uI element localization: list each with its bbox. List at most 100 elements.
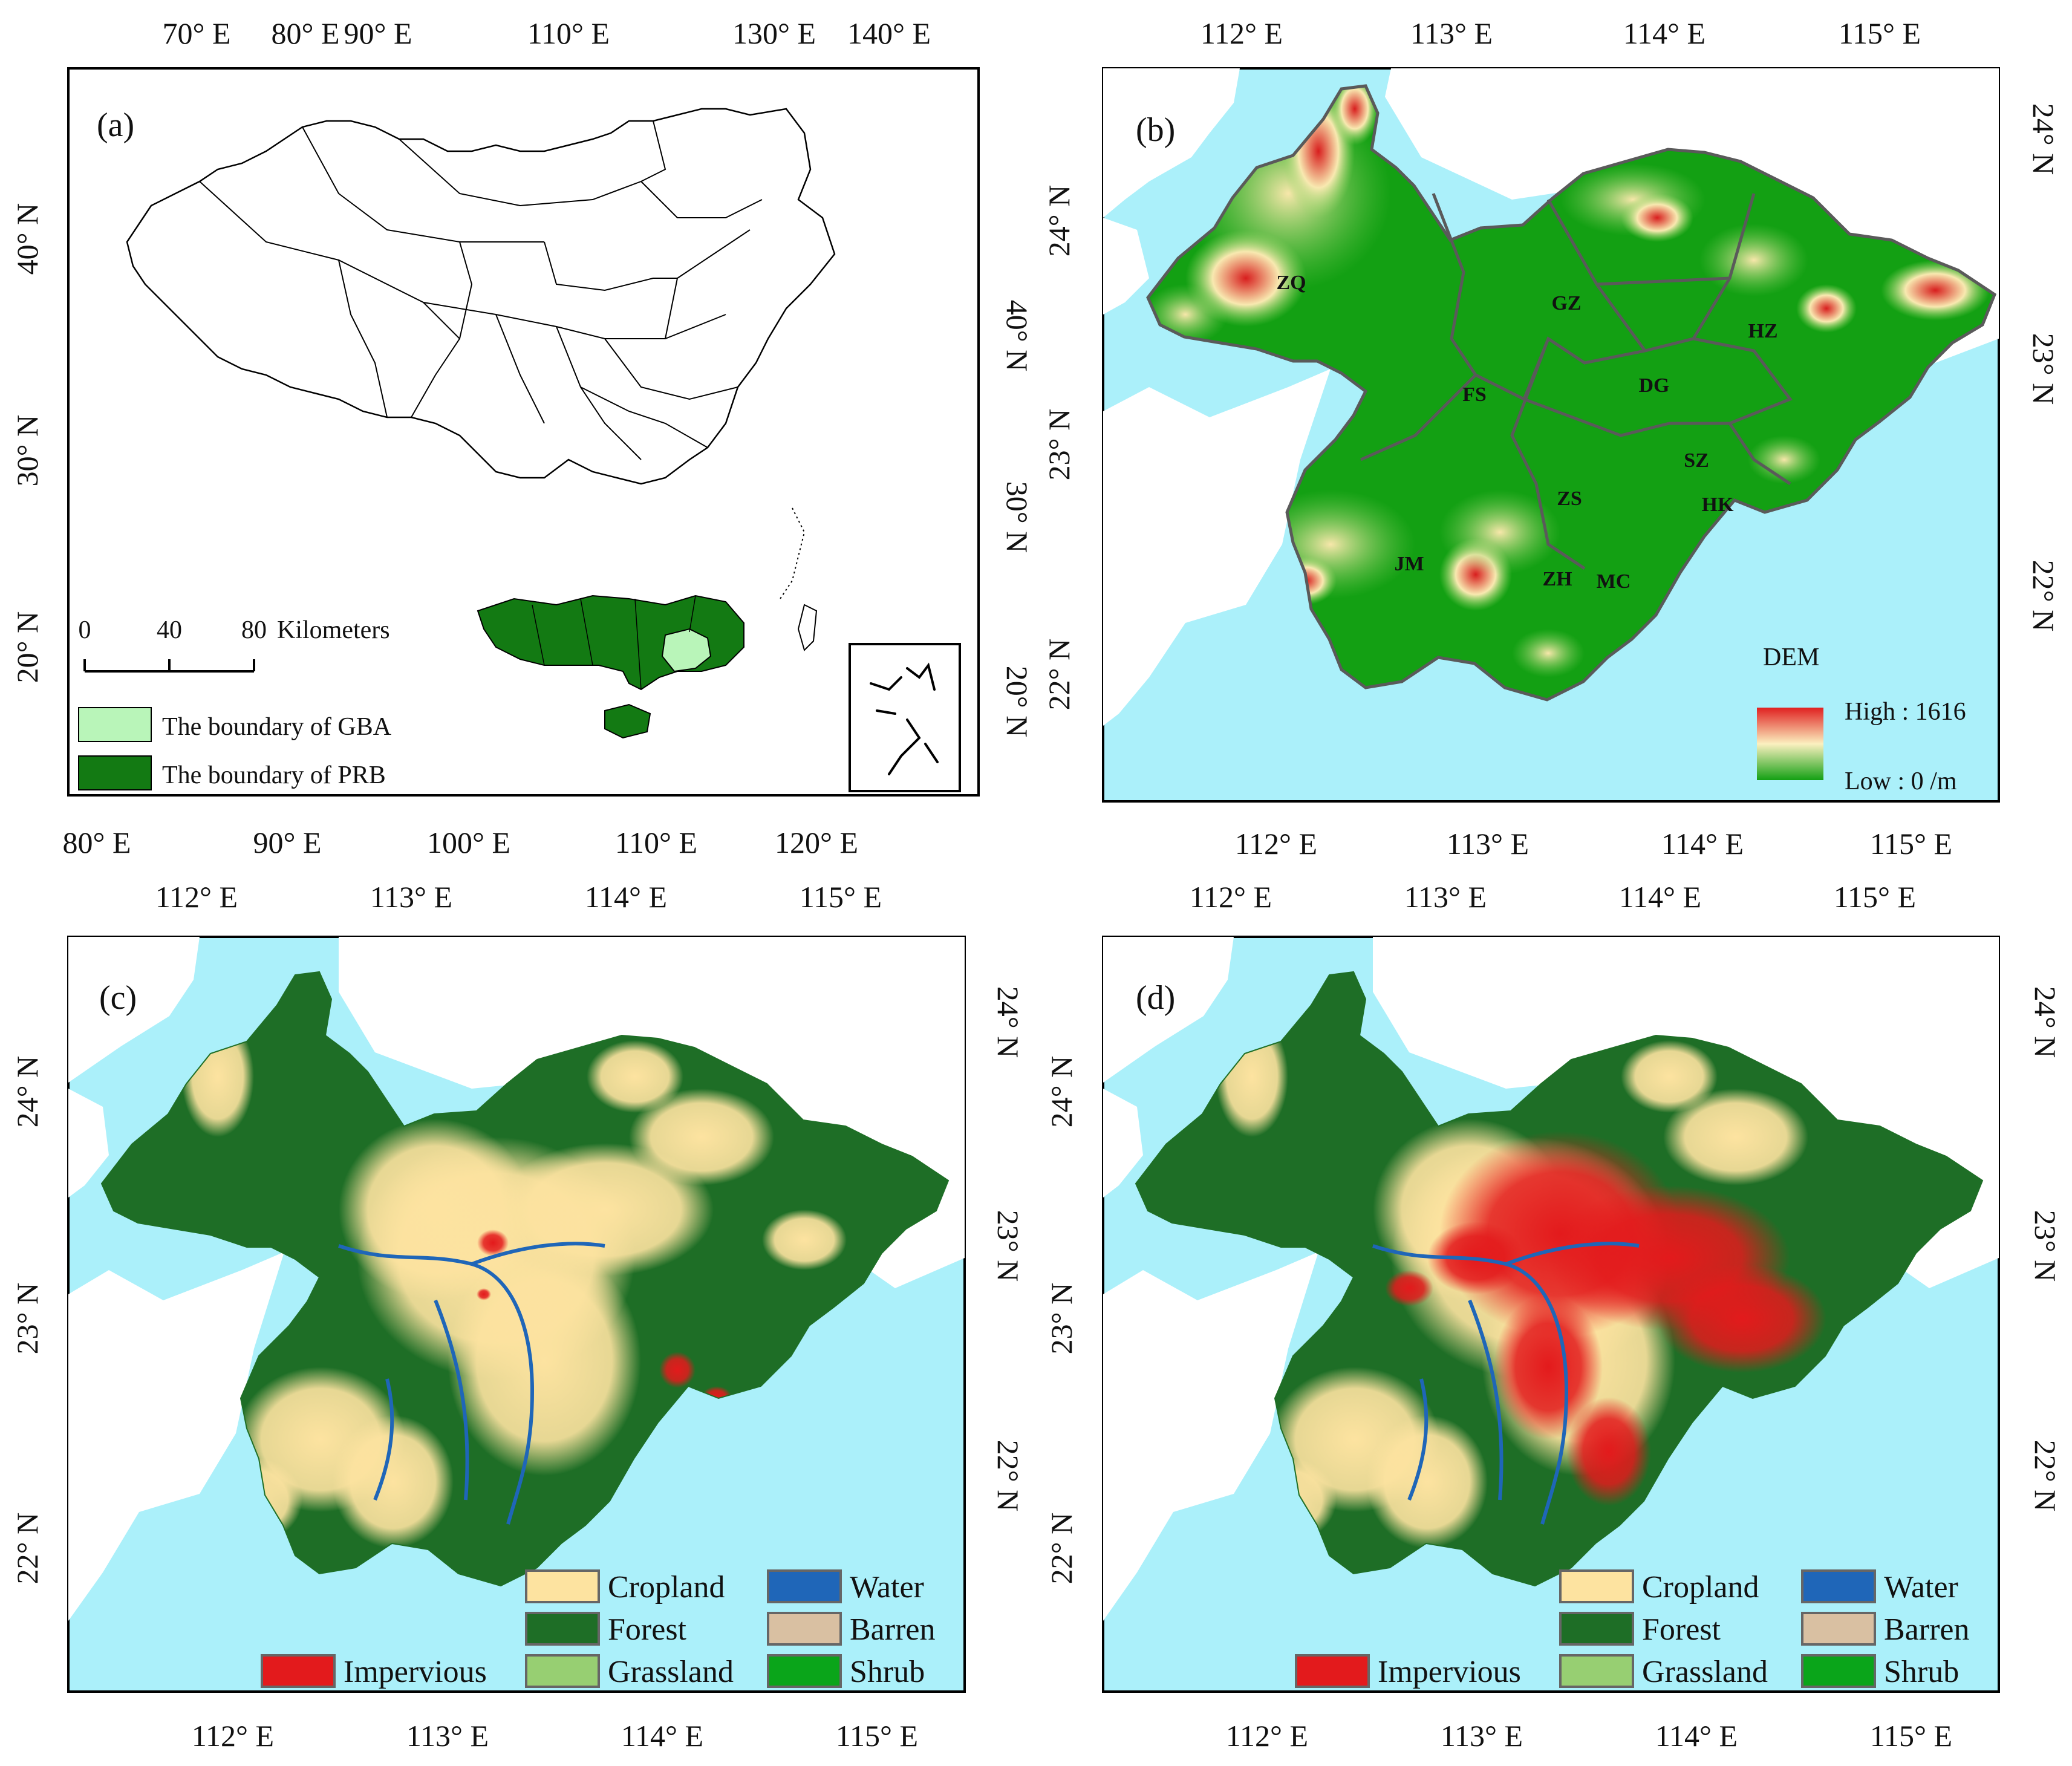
city-label-zq: ZQ — [1276, 272, 1306, 294]
legend-swatch-forest — [1559, 1612, 1634, 1646]
legend-label-shrub: Shrub — [1884, 1655, 1959, 1689]
bottom-tick-115-e: 115° E — [1870, 827, 1952, 861]
dem-legend-gradient — [1757, 708, 1823, 780]
panel-a-label: (a) — [97, 106, 134, 144]
legend-swatch-grassland — [525, 1654, 600, 1688]
city-label-hz: HZ — [1748, 320, 1777, 342]
dem-legend-high: High : 1616 — [1845, 698, 1966, 726]
left-tick-30-n: 30° N — [10, 415, 44, 487]
panel-a: (a) 70° E 80° E 90° E 110° E 130° E 140° E 80… — [10, 16, 1034, 859]
top-tick-112-e: 112° E — [1201, 16, 1283, 50]
scale-tick-80: 80 — [241, 616, 267, 644]
top-tick-114-e: 114° E — [1619, 880, 1701, 914]
city-label-zh: ZH — [1542, 568, 1572, 590]
china-map — [126, 108, 836, 739]
left-tick-22-n: 22° N — [1044, 1513, 1078, 1585]
panel-c-label: (c) — [99, 979, 137, 1017]
legend-label-forest: Forest — [608, 1612, 687, 1647]
panel-a-right-ticks: 40° N 30° N 20° N — [1000, 300, 1034, 738]
panel-c-land-north — [68, 937, 200, 1083]
left-tick-40-n: 40° N — [10, 203, 44, 275]
bottom-tick-112-e: 112° E — [1235, 827, 1317, 861]
legend-label-cropland: Cropland — [1642, 1570, 1759, 1605]
right-tick-22-n: 22° N — [991, 1440, 1025, 1512]
legend-swatch-water — [1801, 1569, 1876, 1603]
city-label-mc: MC — [1597, 570, 1631, 593]
city-labels: ZQ GZ HZ FS DG SZ ZS HK JM ZH MC — [1276, 272, 1777, 593]
dem-legend-low: Low : 0 /m — [1845, 767, 1957, 795]
top-tick-112-e: 112° E — [155, 880, 238, 914]
legend-label-water: Water — [1884, 1570, 1958, 1605]
panel-c: (c) 112° E 113° E 114° E 115° E 112° E 113° … — [10, 880, 1025, 1753]
city-label-dg: DG — [1639, 374, 1670, 397]
top-tick-90-e: 90° E — [344, 16, 412, 50]
legend-gba-swatch — [78, 707, 152, 742]
top-tick-80-e: 80° E — [271, 16, 339, 50]
panel-d-left-ticks: 24° N 23° N 22° N — [1044, 1056, 1078, 1585]
left-tick-23-n: 23° N — [1044, 1283, 1078, 1355]
bottom-tick-113-e: 113° E — [406, 1719, 489, 1753]
top-tick-113-e: 113° E — [1410, 16, 1493, 50]
city-label-zs: ZS — [1557, 487, 1582, 510]
right-tick-23-n: 23° N — [2027, 333, 2061, 405]
right-tick-30-n: 30° N — [1000, 481, 1034, 553]
right-tick-23-n: 23° N — [991, 1210, 1025, 1282]
bottom-tick-115-e: 115° E — [1870, 1719, 1952, 1753]
prb-hainan — [604, 703, 651, 739]
legend-label-barren: Barren — [850, 1612, 935, 1647]
bottom-tick-114-e: 114° E — [621, 1719, 703, 1753]
panel-d-land-north — [1103, 937, 1234, 1083]
river-network-c — [338, 1242, 605, 1525]
legend-label-grassland: Grassland — [1642, 1655, 1768, 1689]
panel-a-top-ticks: 70° E 80° E 90° E 110° E 130° E 140° E — [162, 16, 931, 50]
legend-swatch-forest — [525, 1612, 600, 1646]
panel-a-left-ticks: 40° N 30° N 20° N — [10, 203, 44, 683]
city-label-jm: JM — [1394, 553, 1424, 575]
legend-label-water: Water — [850, 1570, 924, 1605]
top-tick-112-e: 112° E — [1190, 880, 1272, 914]
top-tick-115-e: 115° E — [1834, 880, 1916, 914]
legend-prb-swatch — [78, 755, 152, 790]
province-lines — [199, 120, 763, 460]
legend-label-barren: Barren — [1884, 1612, 1969, 1647]
dem-legend-title: DEM — [1763, 644, 1819, 671]
scale-bar: 0 40 80 Kilometers — [79, 616, 390, 673]
panel-d-label: (d) — [1136, 979, 1175, 1017]
legend-gba-label: The boundary of GBA — [162, 713, 392, 741]
left-tick-20-n: 20° N — [10, 611, 44, 683]
left-tick-24-n: 24° N — [1044, 1056, 1078, 1128]
panel-d: (d) 112° E 113° E 114° E 115° E 112° E 113° … — [1044, 880, 2062, 1753]
bottom-tick-120-e: 120° E — [775, 826, 858, 859]
legend-swatch-shrub — [767, 1654, 842, 1688]
panel-a-bottom-ticks: 80° E 90° E 100° E 110° E 120° E — [62, 826, 858, 859]
panel-c-left-ticks: 24° N 23° N 22° N — [10, 1056, 44, 1585]
city-label-gz: GZ — [1551, 292, 1581, 314]
legend-swatch-water — [767, 1569, 842, 1603]
left-tick-24-n: 24° N — [1042, 185, 1076, 257]
panel-b-land-surroundings — [1103, 68, 1999, 726]
left-tick-23-n: 23° N — [1042, 409, 1076, 481]
panel-d-bottom-ticks: 112° E 113° E 114° E 115° E — [1226, 1719, 1952, 1753]
bottom-tick-115-e: 115° E — [836, 1719, 918, 1753]
bottom-tick-90-e: 90° E — [253, 826, 321, 859]
panel-d-right-ticks: 24° N 23° N 22° N — [2028, 986, 2062, 1512]
dem-legend: DEM High : 1616 Low : 0 /m — [1757, 644, 1966, 795]
taiwan — [797, 604, 818, 651]
panel-b-top-ticks: 112° E 113° E 114° E 115° E — [1201, 16, 1921, 50]
scale-tick-0: 0 — [79, 616, 91, 644]
city-label-fs: FS — [1462, 383, 1487, 406]
right-tick-23-n: 23° N — [2028, 1210, 2062, 1282]
bottom-tick-80-e: 80° E — [62, 826, 131, 859]
legend-label-cropland: Cropland — [608, 1570, 725, 1605]
right-tick-24-n: 24° N — [991, 986, 1025, 1058]
right-tick-22-n: 22° N — [2027, 560, 2061, 632]
city-label-hk: HK — [1702, 494, 1734, 516]
top-tick-70-e: 70° E — [162, 16, 230, 50]
bottom-tick-112-e: 112° E — [192, 1719, 274, 1753]
legend-label-forest: Forest — [1642, 1612, 1721, 1647]
city-boundaries — [1360, 193, 1793, 570]
left-tick-23-n: 23° N — [10, 1283, 44, 1355]
right-tick-24-n: 24° N — [2027, 103, 2061, 175]
